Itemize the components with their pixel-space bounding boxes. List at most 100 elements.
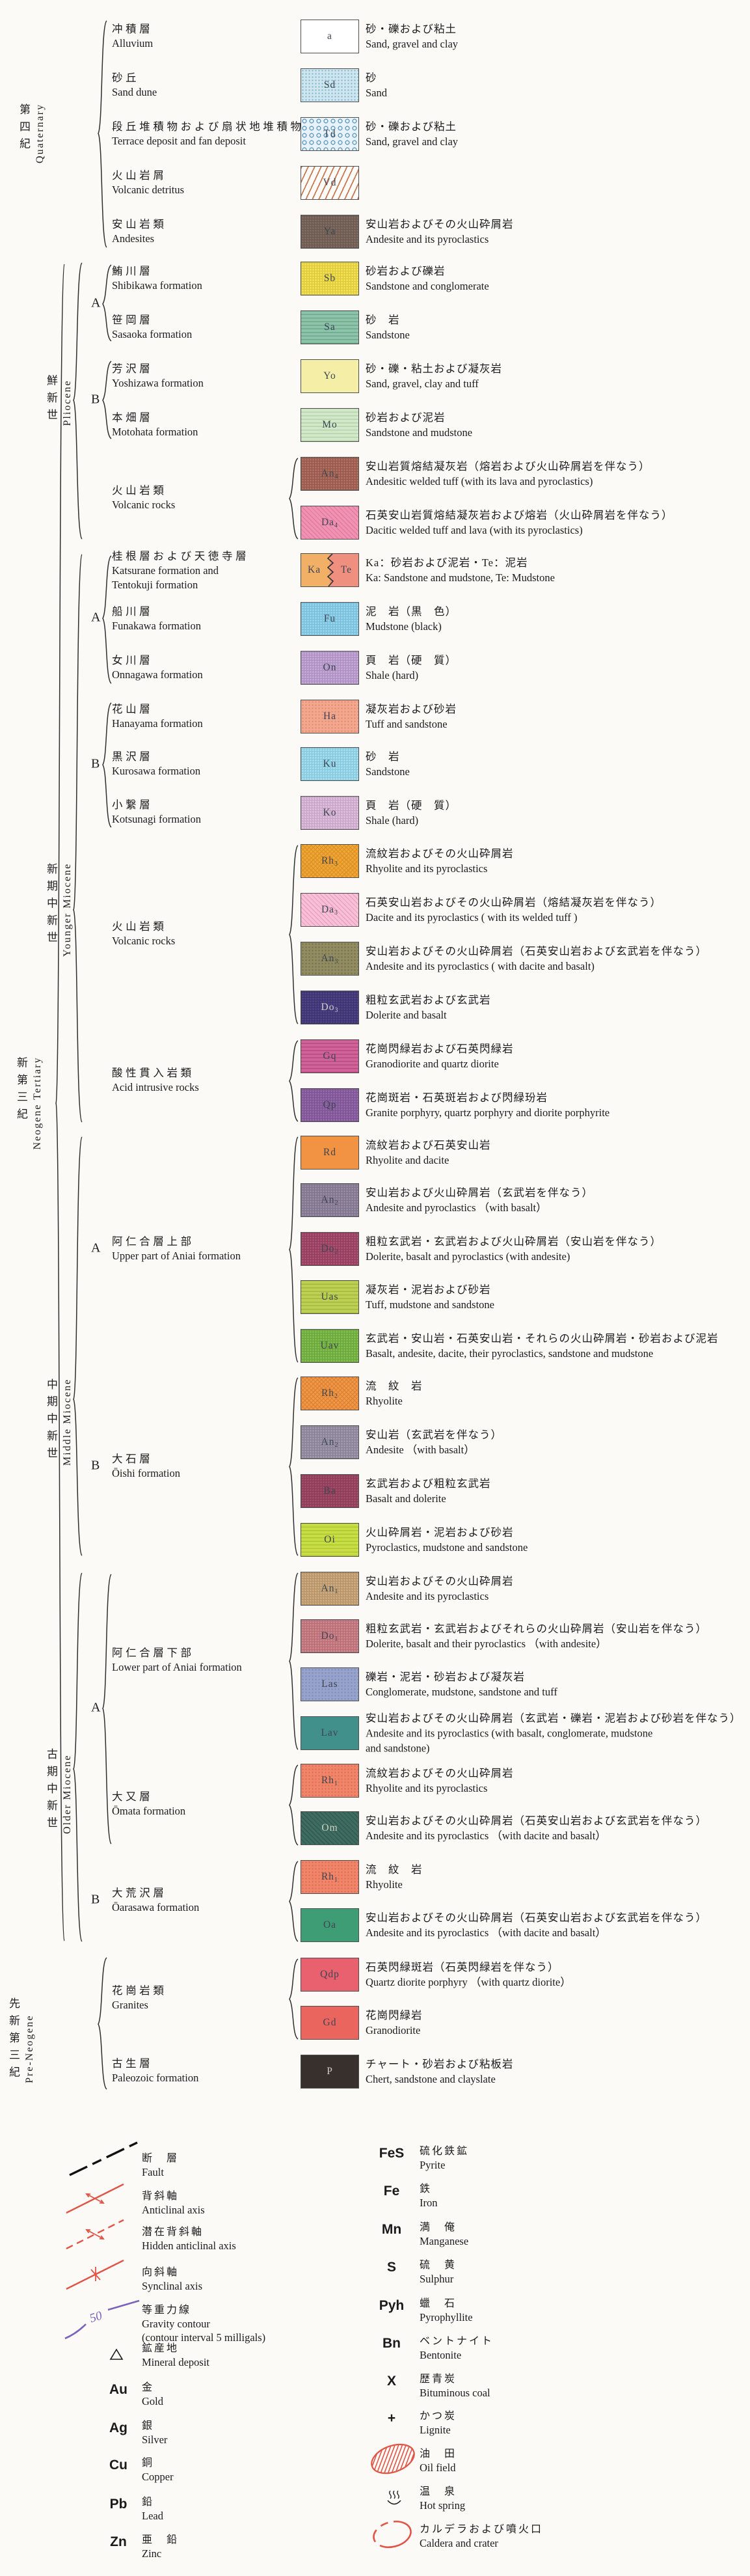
group-letter-brace — [102, 555, 112, 684]
rock-description-en: Shale (hard) — [366, 669, 419, 681]
hot-spring-icon — [387, 2490, 401, 2505]
rock-description-ja: 粗粒玄武岩・玄武岩および火山砕屑岩（安山岩を伴なう） — [366, 1235, 662, 1248]
legend-swatch: Do3 — [301, 991, 359, 1024]
rock-description-en: Andesite and its pyroclastics （with daci… — [366, 1926, 606, 1939]
rock-description: 花崗斑岩・石英斑岩および閃緑玢岩 Granite porphyry, quartz… — [366, 1090, 746, 1120]
rock-description-ja: 安山岩およびその火山砕屑岩 — [366, 1575, 514, 1587]
legend-swatch: Lav — [301, 1716, 359, 1750]
group-letter: A — [91, 610, 101, 625]
symbol-label-en: Fault — [142, 2166, 164, 2178]
epoch-brace — [73, 1572, 83, 1942]
legend-swatch: An2 — [301, 1425, 359, 1459]
rock-description: 流 紋 岩 Rhyolite — [366, 1862, 746, 1892]
symbol-label-ja: 硫化鉄鉱 — [420, 2146, 470, 2157]
rock-description-en: Granite porphyry, quartz porphyry and di… — [366, 1106, 610, 1119]
era-brace — [55, 264, 65, 1941]
legend-swatch: An2 — [301, 1183, 359, 1217]
oil-field-icon — [368, 2439, 418, 2479]
rock-description: 砂・礫・粘土および凝灰岩 Sand, gravel, clay and tuff — [366, 361, 746, 391]
symbol-label-en: Gold — [142, 2395, 163, 2407]
rock-description-ja: 砂・礫および粘土 — [366, 120, 457, 133]
formation-name-en: Katsurane formation and — [112, 564, 219, 577]
legend-swatch: Ka Te — [301, 553, 359, 587]
epoch-label-en: Pliocene — [62, 379, 73, 426]
legend-swatch: Yo — [301, 359, 359, 393]
formation-name-ja: 桂根層および天徳寺層 — [112, 550, 250, 562]
rock-description-ja: 砂 岩 — [366, 314, 400, 326]
symbol-label-ja: 潜在背斜軸 — [142, 2227, 204, 2238]
swatch-code: Vd — [323, 177, 337, 188]
formation-label: 大又層 Ōmata formation — [112, 1790, 291, 1818]
symbol-label: 鉛 Lead — [142, 2495, 163, 2523]
epoch-label-ja: 鮮新世 — [45, 374, 57, 426]
rock-description: Ka：砂岩および泥岩・Te：泥岩 Ka: Sandstone and mudsto… — [366, 555, 746, 585]
symbol-label-en: Lignite — [420, 2424, 451, 2436]
formation-name-en: Volcanic rocks — [112, 935, 176, 947]
swatch-code: Uav — [320, 1340, 340, 1351]
swatch-code: Do2 — [321, 1242, 339, 1255]
formation-label: 桂根層および天徳寺層 Katsurane formation and Tentoku… — [112, 549, 291, 592]
gravity-contour-value: 50 — [88, 2309, 104, 2325]
rock-description: 火山砕屑岩・泥岩および砂岩 Pyroclastics, mudstone and … — [366, 1525, 746, 1555]
rock-description: 砂 Sand — [366, 70, 746, 100]
rock-description-ja: 砂 岩 — [366, 750, 400, 763]
legend-swatch: Ko — [301, 796, 359, 830]
formation-name-ja: 火山岩屑 — [112, 169, 167, 182]
rock-description-en: Tuff and sandstone — [366, 718, 448, 730]
formation-name-ja: 本畑層 — [112, 411, 154, 424]
formation-name-ja: 砂丘 — [112, 72, 140, 84]
swatch-code: P — [327, 2066, 333, 2077]
rock-description-ja: チャート・砂岩および粘板岩 — [366, 2058, 514, 2070]
symbol-label: 鉱産地 Mineral deposit — [142, 2342, 209, 2369]
rock-description-ja: 砂・礫・粘土および凝灰岩 — [366, 363, 502, 375]
formation-name-ja: 花崗岩類 — [112, 1984, 167, 1997]
mineral-abbr-x: X — [386, 2374, 397, 2389]
rock-description-en: Rhyolite — [366, 1878, 403, 1891]
formation-name-en: Sand dune — [112, 86, 157, 98]
rock-description-en: Andesite and its pyroclastics — [366, 233, 489, 245]
formation-name-en: Hanayama formation — [112, 717, 203, 730]
legend-swatch: Rh1 — [301, 1764, 359, 1798]
formation-name-en: Kurosawa formation — [112, 765, 201, 777]
mineral-abbr-cu: Cu — [109, 2458, 127, 2473]
rock-description: 玄武岩・安山岩・石英安山岩・それらの火山砕屑岩・砂岩および泥岩 Basalt, a… — [366, 1331, 746, 1361]
symbol-label-en: Lead — [142, 2510, 163, 2522]
epoch-label: 中期中新世 Middle Miocene — [43, 1378, 74, 1466]
swatch-code: Oi — [324, 1534, 336, 1545]
rock-description-ja: 頁 岩（硬 質） — [366, 654, 457, 666]
symbol-label: 背斜軸 Anticlinal axis — [142, 2189, 205, 2217]
symbol-label-en2: (contour interval 5 milligals) — [142, 2331, 266, 2344]
era-label: 先新第三紀 Pre-Neogene — [5, 1997, 36, 2083]
symbol-label: 金 Gold — [142, 2381, 163, 2408]
legend-swatch: Oi — [301, 1523, 359, 1557]
rock-description-en: Granodiorite — [366, 2024, 421, 2036]
rock-description-en: Andesite and its pyroclastics — [366, 1590, 489, 1602]
formation-group-brace — [289, 845, 299, 1024]
swatch-code: Oa — [323, 1919, 337, 1930]
symbol-label-en: Oil field — [420, 2461, 456, 2474]
formation-name-en: Kotsunagi formation — [112, 813, 202, 825]
symbol-label: 満 俺 Manganese — [420, 2221, 468, 2248]
legend-swatch: Qp — [301, 1088, 359, 1122]
legend-swatch: Rh2 — [301, 1377, 359, 1410]
epoch-label-en: Older Miocene — [62, 1754, 73, 1834]
rock-description-ja: 流 紋 岩 — [366, 1380, 423, 1392]
swatch-code: Do1 — [321, 1630, 339, 1643]
legend-swatch: Las — [301, 1667, 359, 1701]
formation-name-ja: 古生層 — [112, 2057, 154, 2070]
symbol-label-en: Hot spring — [420, 2499, 466, 2512]
symbol-label-ja: かつ炭 — [420, 2411, 457, 2422]
formation-name-en: Sasaoka formation — [112, 328, 193, 340]
group-letter-brace — [102, 702, 112, 828]
symbol-label: 等重力線 Gravity contour (contour interval 5 m… — [142, 2303, 265, 2344]
epoch-brace — [73, 262, 83, 540]
rock-description-en: Andesite and pyroclastics （with basalt） — [366, 1201, 547, 1214]
rock-description-en: Sand, gravel, clay and tuff — [366, 377, 479, 390]
swatch-code: Gq — [323, 1050, 337, 1062]
symbol-label: 温 泉 Hot spring — [420, 2485, 465, 2512]
symbol-label: かつ炭 Lignite — [420, 2409, 457, 2437]
formation-name-en: Granites — [112, 1999, 148, 2011]
formation-label: 女川層 Onnagawa formation — [112, 653, 291, 682]
symbol-label-en: Sulphur — [420, 2273, 454, 2285]
mineral-abbr-mn: Mn — [381, 2222, 402, 2237]
